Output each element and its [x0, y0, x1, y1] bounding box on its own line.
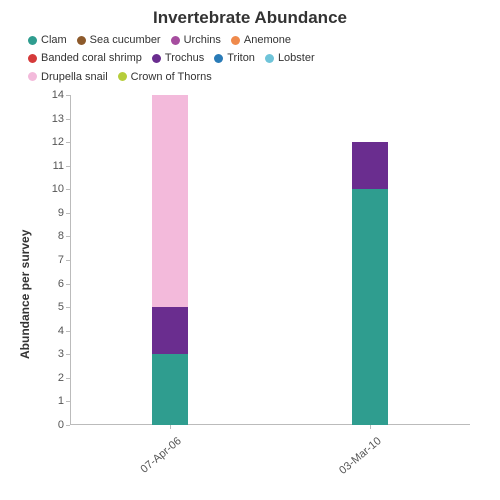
y-axis-label: Abundance per survey	[18, 230, 32, 359]
y-tick-mark	[66, 331, 70, 332]
bar-segment-trochus	[152, 307, 188, 354]
legend: Clam Sea cucumber Urchins Anemone Banded cor…	[0, 28, 500, 89]
x-tick-label: 03-Mar-10	[333, 435, 384, 480]
legend-item-anemone: Anemone	[231, 32, 291, 49]
y-tick-mark	[66, 236, 70, 237]
plot-area: 0123456789101112131407-Apr-0603-Mar-10	[70, 95, 470, 425]
legend-label: Drupella snail	[41, 69, 108, 86]
legend-item-trochus: Trochus	[152, 50, 204, 67]
x-tick-mark	[170, 425, 171, 429]
y-tick-mark	[66, 354, 70, 355]
legend-swatch	[77, 36, 86, 45]
chart-title: Invertebrate Abundance	[0, 0, 500, 28]
legend-swatch	[28, 54, 37, 63]
legend-item-drupella: Drupella snail	[28, 69, 108, 86]
legend-item-urchins: Urchins	[171, 32, 221, 49]
legend-swatch	[28, 72, 37, 81]
bar-segment-trochus	[352, 142, 388, 189]
legend-label: Anemone	[244, 32, 291, 49]
bar-segment-clam	[152, 354, 188, 425]
y-tick-mark	[66, 260, 70, 261]
legend-swatch	[214, 54, 223, 63]
x-tick-mark	[370, 425, 371, 429]
y-tick-mark	[66, 307, 70, 308]
legend-swatch	[152, 54, 161, 63]
y-tick-mark	[66, 213, 70, 214]
legend-label: Trochus	[165, 50, 204, 67]
y-tick-mark	[66, 142, 70, 143]
y-tick-mark	[66, 119, 70, 120]
legend-label: Clam	[41, 32, 67, 49]
legend-item-cot: Crown of Thorns	[118, 69, 212, 86]
legend-label: Sea cucumber	[90, 32, 161, 49]
x-axis-line	[70, 424, 470, 425]
chart-container: Invertebrate Abundance Clam Sea cucumber U…	[0, 0, 500, 500]
y-tick-mark	[66, 425, 70, 426]
bar-group	[352, 142, 388, 425]
x-tick-label: 07-Apr-06	[133, 435, 184, 480]
legend-item-triton: Triton	[214, 50, 255, 67]
bar-group	[152, 95, 188, 425]
y-tick-mark	[66, 378, 70, 379]
y-tick-mark	[66, 284, 70, 285]
legend-swatch	[265, 54, 274, 63]
legend-item-sea_cucumber: Sea cucumber	[77, 32, 161, 49]
bar-segment-drupella	[152, 95, 188, 307]
legend-swatch	[171, 36, 180, 45]
y-tick-mark	[66, 95, 70, 96]
bar-segment-clam	[352, 189, 388, 425]
legend-label: Triton	[227, 50, 255, 67]
y-tick-mark	[66, 189, 70, 190]
legend-item-clam: Clam	[28, 32, 67, 49]
legend-swatch	[231, 36, 240, 45]
legend-label: Urchins	[184, 32, 221, 49]
legend-label: Crown of Thorns	[131, 69, 212, 86]
legend-swatch	[28, 36, 37, 45]
y-tick-mark	[66, 401, 70, 402]
y-axis-line	[70, 95, 71, 425]
legend-item-banded_shrimp: Banded coral shrimp	[28, 50, 142, 67]
legend-label: Lobster	[278, 50, 315, 67]
legend-label: Banded coral shrimp	[41, 50, 142, 67]
legend-swatch	[118, 72, 127, 81]
legend-item-lobster: Lobster	[265, 50, 315, 67]
y-tick-mark	[66, 166, 70, 167]
